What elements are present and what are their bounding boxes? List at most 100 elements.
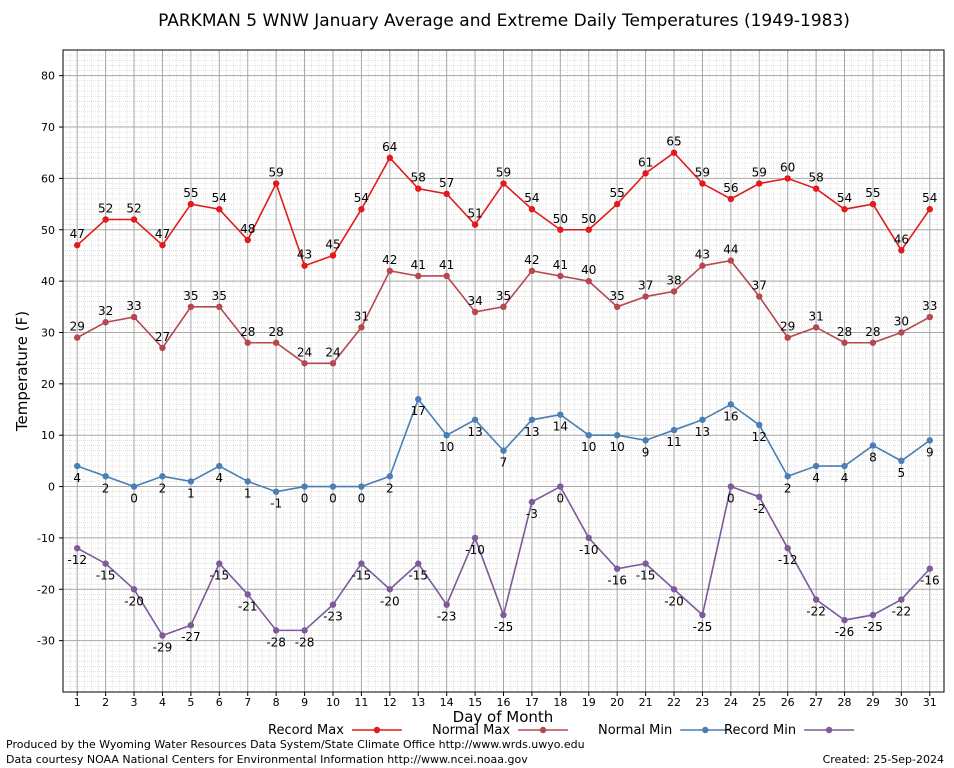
data-label: 65 <box>666 135 681 149</box>
data-label: -25 <box>693 620 713 634</box>
data-point <box>244 591 251 598</box>
data-point <box>329 483 337 490</box>
data-point <box>244 236 251 244</box>
data-point <box>500 447 507 454</box>
data-point <box>727 483 735 490</box>
data-point <box>528 498 536 506</box>
data-point <box>358 560 365 567</box>
data-point <box>415 396 422 403</box>
x-tick-label: 11 <box>354 696 368 709</box>
data-point <box>756 493 763 501</box>
x-tick-label: 7 <box>244 696 251 709</box>
x-tick-label: 18 <box>553 696 567 709</box>
data-label: -15 <box>636 569 656 583</box>
data-point <box>670 288 678 295</box>
legend-marker <box>702 726 709 734</box>
data-label: -28 <box>266 635 286 649</box>
data-label: -29 <box>153 641 173 655</box>
x-tick-label: 25 <box>752 696 766 709</box>
data-label: -23 <box>437 610 457 624</box>
data-point <box>557 272 564 280</box>
x-tick-label: 12 <box>383 696 397 709</box>
data-point <box>500 611 507 619</box>
data-point <box>926 565 933 572</box>
data-point <box>585 432 592 439</box>
data-point <box>74 241 81 249</box>
data-label: -25 <box>863 620 883 634</box>
data-point <box>358 324 365 331</box>
y-tick-label: 0 <box>48 481 55 494</box>
x-tick-label: 9 <box>301 696 308 709</box>
data-label: 44 <box>723 243 738 257</box>
y-tick-label: 30 <box>41 326 55 339</box>
data-label: -20 <box>380 594 400 608</box>
data-label: 61 <box>638 155 653 169</box>
data-point <box>500 303 507 310</box>
data-label: 0 <box>301 492 309 506</box>
data-label: -15 <box>96 569 116 583</box>
x-tick-label: 28 <box>838 696 852 709</box>
x-tick-label: 29 <box>866 696 880 709</box>
data-label: 5 <box>898 466 906 480</box>
data-label: 34 <box>467 294 482 308</box>
data-point <box>557 226 564 233</box>
data-point <box>869 200 877 208</box>
data-label: 54 <box>524 191 539 205</box>
data-label: -10 <box>465 543 485 557</box>
data-label: 50 <box>553 212 568 226</box>
data-point <box>812 324 820 331</box>
data-point <box>329 360 337 367</box>
data-label: 10 <box>610 440 625 454</box>
data-label: 35 <box>610 289 625 303</box>
data-label: 7 <box>500 456 508 470</box>
data-point <box>244 339 251 346</box>
x-tick-label: 26 <box>781 696 795 709</box>
data-label: 59 <box>695 166 710 180</box>
y-tick-label: -20 <box>37 583 55 596</box>
data-point <box>159 241 166 249</box>
data-label: 35 <box>496 289 511 303</box>
data-label: 4 <box>841 471 849 485</box>
data-point <box>329 601 337 608</box>
data-point <box>642 170 649 177</box>
data-point <box>528 416 536 423</box>
data-label: 38 <box>666 273 681 287</box>
data-point <box>756 421 763 429</box>
legend-marker <box>539 726 547 734</box>
data-label: -12 <box>67 553 87 567</box>
data-label: 52 <box>126 201 141 215</box>
x-tick-label: 21 <box>639 696 653 709</box>
y-tick-label: 80 <box>41 70 55 83</box>
data-point <box>130 313 138 321</box>
y-tick-label: -30 <box>37 635 55 648</box>
data-point <box>557 483 564 490</box>
data-point <box>869 442 877 449</box>
data-point <box>272 627 280 634</box>
data-point <box>727 401 735 408</box>
data-point <box>926 206 933 213</box>
data-point <box>386 473 394 480</box>
data-point <box>642 560 649 567</box>
data-label: 30 <box>894 314 909 328</box>
data-point <box>471 308 479 316</box>
data-label: 35 <box>212 289 227 303</box>
data-point <box>812 462 820 470</box>
data-point <box>415 272 422 280</box>
x-tick-label: 5 <box>187 696 194 709</box>
data-point <box>102 473 109 480</box>
data-label: 33 <box>126 299 141 313</box>
data-label: 32 <box>98 304 113 318</box>
legend-label: Record Max <box>268 723 344 738</box>
data-label: -16 <box>607 574 627 588</box>
data-label: 14 <box>553 420 568 434</box>
data-label: 45 <box>325 237 340 251</box>
data-label: 47 <box>155 227 170 241</box>
data-point <box>585 534 592 542</box>
data-point <box>670 586 678 593</box>
data-label: 57 <box>439 176 454 190</box>
data-label: 52 <box>98 201 113 215</box>
data-label: 0 <box>329 492 337 506</box>
x-tick-label: 24 <box>724 696 738 709</box>
data-point <box>102 319 109 326</box>
